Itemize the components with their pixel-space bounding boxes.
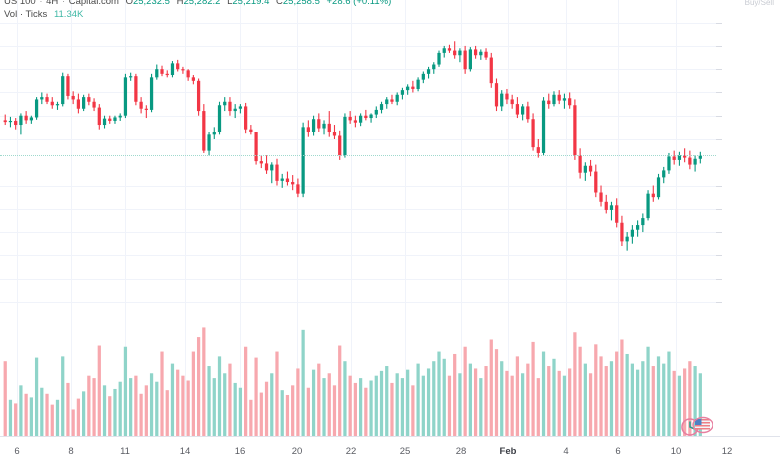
chart-legend: US 100 · 4H · Capital.com O25,232.5 H25,… bbox=[4, 0, 391, 20]
price-axis-tick bbox=[716, 92, 722, 93]
ohlc-high-value: 25,282.2 bbox=[183, 0, 221, 7]
buy-sell-hint[interactable]: Buy/Sell bbox=[744, 0, 774, 7]
time-axis-label: 11 bbox=[120, 446, 130, 457]
price-change-value: +28.6 (+0.11%) bbox=[326, 0, 392, 7]
ohlc-close-value: 25,258.5 bbox=[282, 0, 320, 7]
price-axis-tick bbox=[716, 209, 722, 210]
candlestick-series bbox=[3, 41, 702, 251]
price-axis-tick bbox=[716, 255, 722, 256]
ohlc-close-label: C bbox=[276, 0, 283, 7]
time-axis-label: 12 bbox=[721, 446, 733, 457]
symbol-info-row: US 100 · 4H · Capital.com O25,232.5 H25,… bbox=[4, 0, 391, 7]
time-axis-label: 20 bbox=[291, 446, 303, 457]
time-scale[interactable]: 6 8 11 14 16 20 22 25 28 Feb 4 6 10 12 bbox=[0, 436, 780, 471]
volume-indicator-value: 11.34K bbox=[53, 9, 84, 20]
ohlc-open-label: O bbox=[125, 0, 133, 7]
time-axis-label: 6 bbox=[615, 446, 621, 457]
interval-label[interactable]: 4H bbox=[46, 0, 59, 7]
time-axis-label: 16 bbox=[234, 446, 246, 457]
time-axis-label: 10 bbox=[670, 446, 682, 457]
chart-plot-area[interactable] bbox=[0, 0, 716, 436]
time-axis-label: 22 bbox=[345, 446, 357, 457]
ohlc-open: O25,232.5 bbox=[126, 0, 170, 7]
time-axis-label: 28 bbox=[455, 446, 467, 457]
ohlc-low: L25,219.4 bbox=[227, 0, 269, 7]
symbol-name[interactable]: US 100 bbox=[4, 0, 36, 7]
time-axis-label: 8 bbox=[68, 446, 74, 457]
volume-indicator-label[interactable]: Vol · Ticks bbox=[4, 9, 48, 20]
ohlc-high: H25,282.2 bbox=[177, 0, 221, 7]
current-price-line bbox=[0, 155, 716, 157]
price-axis-tick bbox=[716, 46, 722, 47]
ohlc-high-label: H bbox=[176, 0, 184, 7]
time-axis-label: 4 bbox=[563, 446, 569, 457]
price-axis-tick bbox=[716, 116, 722, 117]
market-status-flag-icon[interactable] bbox=[679, 416, 713, 438]
price-axis-tick bbox=[716, 302, 722, 303]
time-axis-label: 25 bbox=[399, 446, 411, 457]
ohlc-low-label: L bbox=[227, 0, 233, 7]
volume-legend-row: Vol · Ticks 11.34K bbox=[4, 9, 391, 20]
time-axis-label: 6 bbox=[14, 446, 20, 457]
legend-separator-2: · bbox=[61, 0, 66, 7]
volume-series bbox=[3, 327, 702, 436]
price-axis-tick bbox=[716, 69, 722, 70]
ohlc-open-value: 25,232.5 bbox=[132, 0, 170, 7]
time-axis-label: 14 bbox=[179, 446, 191, 457]
data-source-label[interactable]: Capital.com bbox=[68, 0, 119, 7]
price-axis-tick bbox=[716, 279, 722, 280]
price-axis-tick bbox=[716, 139, 722, 140]
time-axis-label: Feb bbox=[499, 446, 517, 457]
price-axis-tick bbox=[716, 232, 722, 233]
chart-grid bbox=[0, 0, 716, 436]
ohlc-close: C25,258.5 bbox=[276, 0, 320, 7]
price-scale[interactable]: 25,258.5 02:02:22 11.34K 26,400.026,200.… bbox=[716, 0, 780, 436]
legend-separator-1: · bbox=[39, 0, 43, 7]
price-axis-tick bbox=[716, 186, 722, 187]
price-axis-tick bbox=[716, 23, 722, 24]
ohlc-low-value: 25,219.4 bbox=[232, 0, 270, 7]
